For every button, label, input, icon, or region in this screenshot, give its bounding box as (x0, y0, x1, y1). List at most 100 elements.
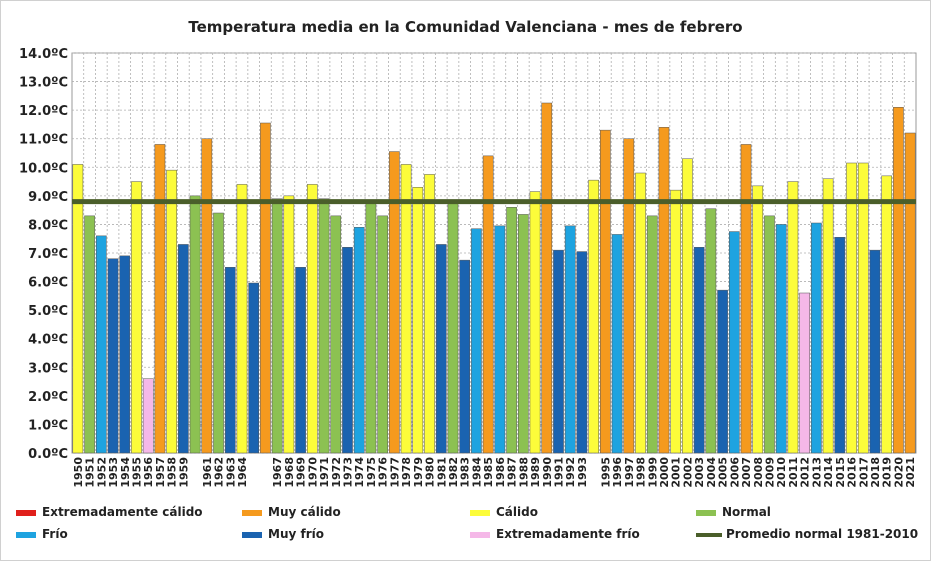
bar-1956 (142, 378, 154, 454)
legend-item-extremadamente-calido: Extremadamente cálido (16, 505, 203, 519)
y-tick-label: 8.0ºC (28, 218, 68, 233)
legend-swatch-frio (16, 531, 36, 538)
bar-2000 (658, 127, 670, 454)
legend-swatch-promedio-normal (696, 532, 722, 537)
bar-1959 (178, 244, 189, 454)
bar-1982 (447, 201, 459, 454)
bar-2009 (764, 215, 775, 454)
x-tick-label: 1959 (177, 457, 190, 488)
y-tick-label: 1.0ºC (28, 418, 68, 433)
bar-1952 (95, 235, 107, 454)
legend-label: Cálido (496, 505, 538, 519)
bar-2013 (811, 222, 822, 454)
bar-1970 (306, 184, 318, 454)
x-tick-label: 2012 (799, 457, 812, 488)
legend-item-promedio-normal: Promedio normal 1981-2010 (696, 527, 918, 541)
bar-1954 (119, 255, 131, 454)
x-tick-label: 1978 (400, 457, 413, 488)
x-tick-label: 1979 (412, 457, 425, 488)
x-tick-label: 2000 (658, 457, 671, 488)
x-tick-label: 2019 (881, 457, 894, 488)
x-tick-label: 1990 (541, 457, 554, 488)
bar-1983 (459, 259, 471, 454)
bar-1961 (201, 138, 213, 454)
x-tick-label: 2018 (869, 457, 882, 488)
bar-1964 (236, 184, 248, 454)
legend-label: Extremadamente frío (496, 527, 640, 541)
x-tick-label: 2020 (892, 457, 905, 488)
x-tick-label: 1998 (635, 457, 648, 488)
bar-1989 (529, 191, 541, 454)
bar-1973 (342, 247, 353, 454)
x-tick-label: 1987 (506, 457, 519, 488)
bar-1998 (635, 172, 646, 454)
x-tick-label: 2003 (693, 457, 706, 488)
bar-1951 (84, 215, 95, 454)
bar-2004 (705, 208, 717, 454)
legend-swatch-extremadamente-calido (16, 509, 36, 516)
y-tick-label: 14.0ºC (19, 47, 68, 62)
x-tick-label: 1952 (95, 457, 108, 488)
bar-1988 (517, 214, 529, 454)
x-tick-label: 1956 (142, 457, 155, 488)
x-tick-label: 1962 (213, 457, 226, 488)
y-tick-label: 4.0ºC (28, 333, 68, 348)
x-tick-label: 2009 (763, 457, 776, 488)
bar-1993 (576, 251, 588, 454)
x-tick-label: 1973 (341, 457, 354, 488)
x-tick-label: 2007 (740, 457, 753, 488)
y-tick-label: 7.0ºC (28, 247, 68, 262)
x-tick-label: 1972 (330, 457, 343, 488)
x-tick-label: 2008 (752, 457, 765, 488)
x-tick-label: 2004 (705, 457, 718, 488)
y-tick-label: 12.0ºC (19, 104, 68, 119)
bar-2021 (904, 132, 916, 454)
bar-1979 (412, 187, 424, 454)
bar-2012 (799, 292, 810, 454)
bar-1966 (260, 122, 271, 454)
bar-1963 (224, 267, 236, 454)
y-tick-label: 2.0ºC (28, 390, 68, 405)
bar-1958 (166, 169, 177, 454)
x-tick-label: 1957 (154, 457, 167, 488)
x-tick-label: 1968 (283, 457, 296, 488)
legend-item-muy-frio: Muy frío (242, 527, 324, 541)
bar-1984 (471, 228, 482, 454)
x-tick-label: 1961 (201, 457, 214, 488)
bar-1987 (506, 207, 517, 454)
bar-1992 (564, 225, 576, 454)
x-tick-label: 2006 (728, 457, 741, 488)
chart-title: Temperatura media en la Comunidad Valenc… (188, 18, 743, 36)
x-tick-label: 1999 (646, 457, 659, 488)
legend-item-calido: Cálido (470, 505, 538, 519)
x-tick-label: 1988 (517, 457, 530, 488)
y-tick-label: 11.0ºC (19, 133, 68, 148)
bar-2017 (857, 162, 869, 454)
x-tick-label: 1950 (72, 457, 85, 488)
legend: Extremadamente cálido Muy cálido Cálido … (14, 503, 924, 553)
bar-2008 (752, 185, 764, 454)
x-tick-label: 1963 (224, 457, 237, 488)
bar-2019 (881, 175, 893, 454)
x-tick-label: 1980 (424, 457, 437, 488)
x-tick-label: 2011 (787, 457, 800, 488)
x-tick-label: 1953 (107, 457, 120, 488)
x-tick-label: 1989 (529, 457, 542, 488)
bar-1980 (424, 174, 435, 454)
bar-2010 (775, 224, 787, 454)
y-tick-label: 0.0ºC (28, 447, 68, 462)
x-tick-label: 1997 (623, 457, 636, 488)
x-tick-label: 1954 (119, 457, 132, 488)
x-tick-label: 1974 (353, 457, 366, 488)
legend-label: Extremadamente cálido (42, 505, 203, 519)
x-tick-label: 1971 (318, 457, 331, 488)
legend-label: Muy cálido (268, 505, 341, 519)
bar-2015 (834, 237, 846, 454)
bar-1996 (611, 234, 623, 454)
legend-swatch-normal (696, 509, 716, 516)
bar-2011 (787, 181, 799, 454)
x-tick-label: 1969 (295, 457, 308, 488)
bar-1950 (72, 164, 84, 454)
bar-1995 (600, 129, 611, 454)
